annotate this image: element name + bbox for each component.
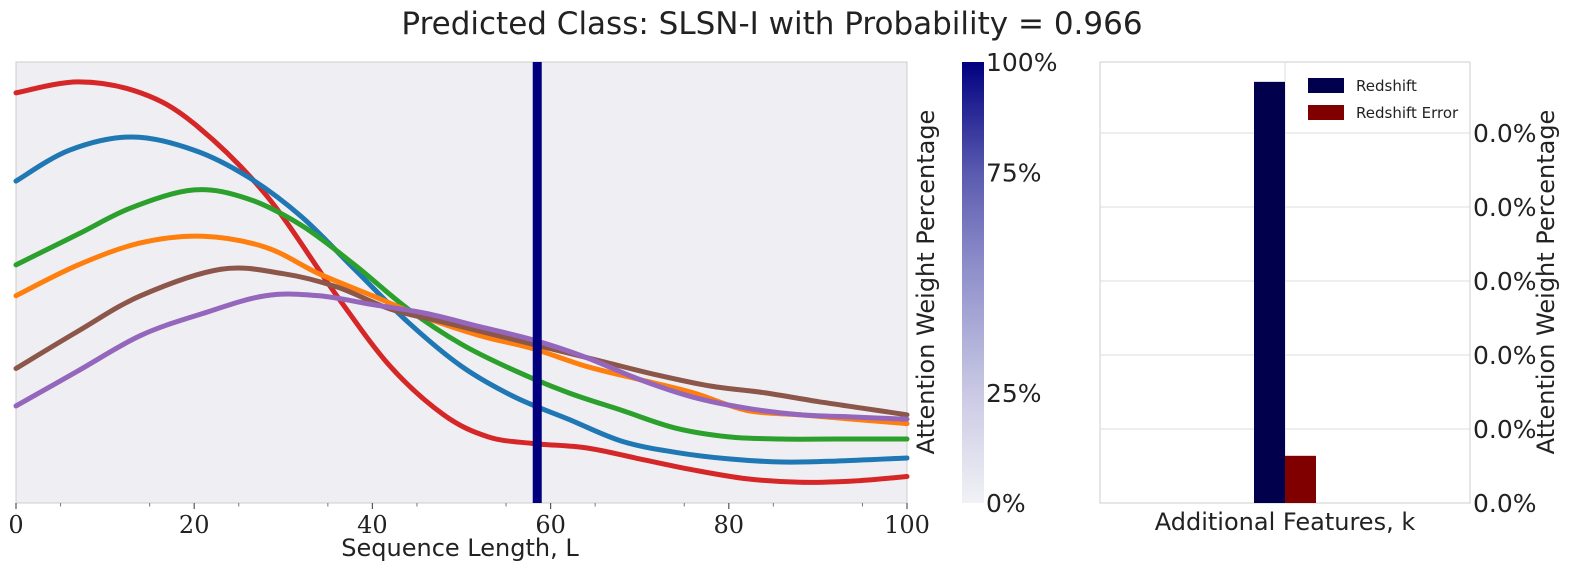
line-series-1 xyxy=(13,134,910,465)
legend-label: Redshift Error xyxy=(1356,104,1459,122)
line-series-group xyxy=(13,79,910,485)
bar-y-tick-label: 0.0% xyxy=(1473,119,1537,148)
x-tick-label: 40 xyxy=(357,511,388,539)
x-tick-label: 80 xyxy=(714,511,745,539)
line-x-axis-label: Sequence Length, L xyxy=(341,534,579,562)
attention-marker xyxy=(532,62,542,503)
bar-series-group xyxy=(1254,81,1316,503)
bar-y-tick-label: 0.0% xyxy=(1473,415,1537,444)
colorbar-gradient xyxy=(962,62,984,503)
figure-title: Predicted Class: SLSN-I with Probability… xyxy=(401,6,1142,42)
x-tick-label: 100 xyxy=(884,511,930,539)
colorbar-tick-label: 75% xyxy=(986,158,1042,187)
x-tick-label: 20 xyxy=(179,511,210,539)
legend-swatch xyxy=(1308,105,1344,120)
bar-y-axis-ticks: 0.0% 0.0% 0.0% 0.0% 0.0% 0.0% xyxy=(1473,119,1537,518)
colorbar-tick-label: 100% xyxy=(986,48,1057,77)
bar-y-tick-label: 0.0% xyxy=(1473,341,1537,370)
bar-y-tick-label: 0.0% xyxy=(1473,193,1537,222)
legend-label: Redshift xyxy=(1356,77,1417,95)
bar-redshift-error xyxy=(1285,455,1316,503)
colorbar-tick-label: 0% xyxy=(986,489,1026,518)
bar-y-axis-label: Attention Weight Percentage xyxy=(1532,110,1560,455)
colorbar-tick-label: 25% xyxy=(986,379,1042,408)
line-plot-area xyxy=(15,61,908,504)
line-chart: 0 20 40 60 80 100 Sequence Length, L xyxy=(8,61,930,562)
bar-chart: 0.0% 0.0% 0.0% 0.0% 0.0% 0.0% Additional Feat… xyxy=(1099,61,1560,536)
x-tick-label: 60 xyxy=(535,511,566,539)
line-series-4 xyxy=(13,265,910,418)
legend-swatch xyxy=(1308,78,1344,93)
colorbar-ticks: 0% 25% 75% 100% xyxy=(986,48,1057,518)
line-series-5 xyxy=(13,291,910,422)
bar-legend: Redshift Redshift Error xyxy=(1308,77,1459,122)
bar-x-axis-label: Additional Features, k xyxy=(1155,508,1416,536)
x-axis-ticks: 0 20 40 60 80 100 xyxy=(8,503,930,539)
x-tick-label: 0 xyxy=(8,511,23,539)
line-series-2 xyxy=(13,187,910,442)
bar-y-tick-label: 0.0% xyxy=(1473,267,1537,296)
line-series-0 xyxy=(13,79,910,485)
colorbar-label: Attention Weight Percentage xyxy=(912,110,940,455)
bar-y-tick-label: 0.0% xyxy=(1473,489,1537,518)
colorbar: 0% 25% 75% 100% Attention Weight Percentage xyxy=(912,48,1057,518)
bar-redshift xyxy=(1254,81,1285,503)
